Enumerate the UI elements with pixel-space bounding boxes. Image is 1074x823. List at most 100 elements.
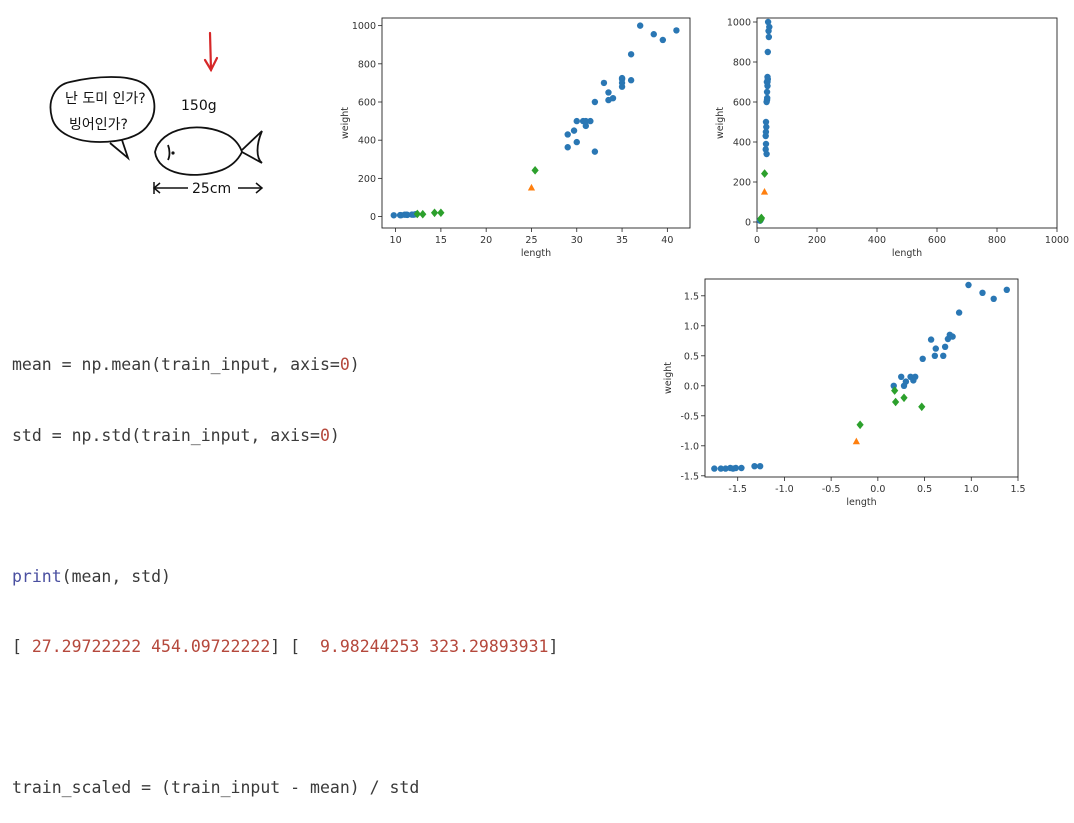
data-point bbox=[910, 377, 917, 384]
weight-label: 150g bbox=[181, 98, 217, 114]
bubble-line1: 난 도미 인가? bbox=[65, 91, 146, 107]
data-point bbox=[919, 355, 926, 362]
plot-frame bbox=[756, 17, 1058, 229]
y-tick-label: 0.5 bbox=[684, 351, 699, 362]
data-point bbox=[1003, 286, 1010, 293]
data-point bbox=[564, 131, 571, 138]
data-point bbox=[573, 138, 580, 146]
data-point bbox=[618, 75, 626, 83]
x-tick-label: -0.5 bbox=[822, 484, 841, 495]
data-point bbox=[762, 128, 770, 136]
fish-icon bbox=[154, 126, 263, 176]
y-tick-label: 400 bbox=[358, 136, 376, 147]
data-point bbox=[650, 31, 657, 38]
length-arrow-icon bbox=[152, 182, 264, 194]
data-point bbox=[390, 212, 397, 219]
data-point bbox=[898, 373, 905, 380]
x-tick-label: 25 bbox=[525, 235, 537, 246]
y-tick-label: -1.5 bbox=[680, 471, 699, 482]
data-point-diamond bbox=[900, 393, 908, 403]
data-point bbox=[751, 463, 758, 470]
data-point bbox=[659, 36, 667, 44]
data-point bbox=[931, 352, 939, 359]
data-point bbox=[570, 127, 578, 134]
data-point bbox=[609, 94, 617, 102]
data-point-triangle bbox=[852, 437, 860, 445]
x-tick-label: 0.5 bbox=[917, 484, 932, 495]
y-tick-label: 800 bbox=[733, 58, 751, 69]
data-point-triangle bbox=[760, 188, 769, 195]
y-tick-label: 600 bbox=[358, 98, 376, 109]
x-tick-label: 40 bbox=[661, 235, 673, 246]
y-axis-label: weight bbox=[340, 107, 351, 139]
data-point bbox=[591, 98, 599, 106]
y-tick-label: 0 bbox=[370, 212, 376, 223]
code-line-blank2 bbox=[12, 706, 558, 730]
data-point-diamond bbox=[531, 166, 539, 175]
data-point bbox=[673, 27, 680, 34]
data-point-diamond bbox=[892, 397, 900, 407]
code-line-blank bbox=[12, 494, 558, 518]
y-tick-label: -0.5 bbox=[680, 411, 699, 422]
fish-sketch: 난 도미 인가? 빙어인가? 150g 25cm bbox=[0, 0, 300, 230]
code-line-print: print(mean, std) bbox=[12, 566, 171, 586]
code-block: mean = np.mean(train_input, axis=0) std … bbox=[12, 306, 558, 823]
data-point bbox=[965, 281, 972, 289]
data-point bbox=[573, 117, 580, 125]
data-point bbox=[564, 144, 571, 151]
bubble-line2: 빙어인가? bbox=[69, 117, 128, 133]
data-point bbox=[762, 140, 770, 148]
data-point bbox=[979, 289, 986, 296]
code-line-std: std = np.std(train_input, axis=0) bbox=[12, 425, 340, 445]
data-point-diamond bbox=[856, 420, 864, 430]
x-tick-label: 20 bbox=[480, 235, 492, 246]
chart-standardized: -1.5 -1.0 -0.5 0.0 0.5 1.0 1.5 -1.5 -1.0 -0.5 0.0 0… bbox=[655, 275, 1030, 515]
x-tick-label: -1.0 bbox=[775, 484, 794, 495]
data-point bbox=[940, 352, 947, 359]
data-point bbox=[763, 88, 771, 96]
data-point bbox=[738, 464, 745, 472]
x-tick-label: 15 bbox=[435, 235, 447, 246]
code-line-mean: mean = np.mean(train_input, axis=0) bbox=[12, 355, 360, 374]
x-axis-label: length bbox=[846, 497, 876, 508]
data-point bbox=[764, 76, 771, 83]
chart-equal-scale: 0 200 400 600 800 1000 0 200 400 600 800 1000 length… bbox=[705, 12, 1070, 262]
data-point-diamond bbox=[761, 169, 769, 178]
red-arrow-icon bbox=[203, 31, 219, 73]
code-line-scaled: train_scaled = (train_input - mean) / st… bbox=[12, 778, 420, 797]
data-point-diamond bbox=[413, 209, 421, 219]
data-point bbox=[932, 345, 939, 352]
fish-eye-icon bbox=[171, 151, 175, 155]
y-tick-label: 1.0 bbox=[684, 321, 699, 332]
y-tick-label: 600 bbox=[733, 98, 751, 109]
data-point bbox=[955, 309, 963, 316]
data-point-diamond bbox=[437, 208, 445, 218]
data-point bbox=[582, 117, 590, 125]
data-point-triangle bbox=[527, 183, 536, 191]
x-tick-label: 0 bbox=[754, 235, 760, 246]
length-label: 25cm bbox=[192, 181, 231, 197]
data-point bbox=[582, 122, 590, 130]
x-tick-label: 800 bbox=[988, 235, 1006, 246]
data-point bbox=[764, 94, 771, 102]
data-point bbox=[711, 465, 718, 472]
y-tick-label: 200 bbox=[733, 178, 751, 189]
y-tick-label: 0.0 bbox=[684, 381, 699, 392]
y-axis-label: weight bbox=[715, 107, 726, 139]
x-tick-label: 1.5 bbox=[1010, 484, 1025, 495]
data-point bbox=[766, 23, 773, 31]
data-point bbox=[605, 89, 612, 96]
y-tick-label: 200 bbox=[358, 174, 376, 185]
x-tick-label: 1.0 bbox=[964, 484, 979, 495]
data-point bbox=[587, 117, 594, 125]
y-tick-label: 1.5 bbox=[684, 291, 699, 302]
data-point bbox=[763, 150, 770, 158]
chart-svg-original: 10 15 20 25 30 35 4002004006008001000lengthwei… bbox=[340, 17, 691, 259]
data-point bbox=[765, 33, 773, 41]
data-point bbox=[717, 465, 725, 472]
x-tick-label: 35 bbox=[616, 235, 628, 246]
plot-frame bbox=[704, 278, 1019, 478]
data-point-diamond bbox=[419, 209, 427, 219]
data-point bbox=[404, 211, 411, 219]
x-tick-label: 600 bbox=[928, 235, 946, 246]
